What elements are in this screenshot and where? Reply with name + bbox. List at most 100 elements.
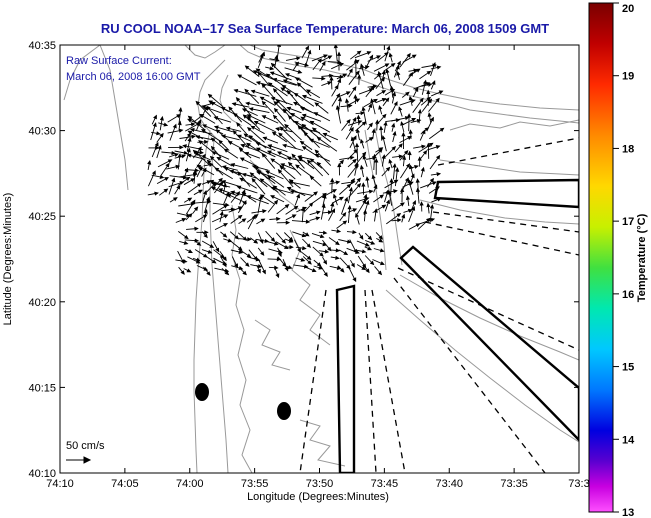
current-vector-head	[215, 129, 221, 134]
current-vector-head	[377, 70, 382, 76]
current-vector-head	[288, 180, 294, 185]
current-vector	[190, 128, 213, 135]
current-vector-head	[267, 144, 273, 149]
current-vector-head	[260, 251, 265, 256]
current-vector-head	[260, 218, 266, 223]
current-vector-head	[427, 112, 432, 117]
current-vector-head	[233, 88, 239, 94]
current-vector-head	[179, 145, 184, 150]
current-vector-head	[195, 259, 201, 264]
current-vector-head	[240, 143, 246, 148]
current-vector-head	[332, 193, 337, 199]
current-vector-head	[425, 217, 431, 223]
current-vector-head	[199, 113, 205, 119]
current-vector-head	[211, 259, 217, 264]
current-vector-head	[316, 161, 322, 167]
colorbar-tick-label: 18	[622, 143, 634, 155]
current-vector-head	[393, 189, 398, 194]
current-vector-head	[398, 154, 404, 159]
current-vector	[232, 130, 250, 149]
current-vector-head	[185, 176, 191, 181]
current-vector-head	[291, 214, 297, 219]
current-vector-head	[431, 80, 436, 85]
current-vector-head	[411, 118, 417, 122]
current-vector-head	[190, 178, 196, 183]
current-vector-head	[327, 55, 333, 60]
current-vector-head	[352, 158, 357, 164]
current-vector-head	[415, 178, 420, 183]
current-vector-head	[333, 45, 338, 49]
current-vector-head	[177, 152, 182, 158]
current-vector-head	[281, 84, 287, 90]
current-vector-head	[412, 200, 416, 205]
current-vector-head	[350, 178, 355, 183]
current-vector-head	[241, 192, 247, 197]
current-vector-head	[207, 249, 213, 254]
current-vector-head	[379, 125, 384, 131]
y-axis: 40:35 40:30 40:25 40:20 40:15 40:10	[28, 40, 579, 480]
y-tick-label: 40:10	[28, 468, 56, 480]
current-vector-head	[371, 174, 376, 180]
current-vector-head	[292, 101, 298, 106]
current-vector-head	[196, 182, 202, 188]
current-vector	[256, 142, 276, 152]
current-vector-head	[267, 82, 273, 87]
current-vector-head	[261, 100, 267, 106]
current-vector-head	[241, 172, 247, 177]
current-vector-head	[352, 135, 357, 141]
current-vector-head	[401, 131, 406, 137]
current-vector-head	[331, 208, 336, 214]
current-vector-head	[368, 136, 374, 142]
current-vector-head	[426, 142, 431, 147]
current-vector	[246, 102, 268, 108]
current-vector-head	[335, 240, 340, 246]
current-vector-head	[391, 91, 397, 97]
current-vector-head	[367, 235, 373, 241]
current-vector-head	[396, 212, 402, 218]
scale-label: 50 cm/s	[66, 440, 105, 452]
current-vector-head	[436, 172, 442, 177]
current-vector-head	[427, 98, 433, 104]
current-vector-head	[181, 218, 187, 222]
current-vector-head	[398, 143, 403, 148]
current-vector-head	[354, 142, 360, 148]
current-vector-head	[272, 88, 278, 93]
current-vector-head	[223, 214, 229, 219]
current-vector-head	[353, 94, 358, 99]
current-vector	[233, 113, 252, 126]
plot-area	[60, 45, 579, 473]
current-vector-head	[327, 210, 333, 215]
current-vector-head	[301, 94, 307, 99]
current-vector-head	[356, 177, 361, 183]
current-vector-head	[321, 61, 326, 66]
current-vector-head	[435, 186, 440, 191]
current-vector-head	[276, 257, 282, 262]
current-vector-head	[389, 85, 394, 91]
current-vector-head	[422, 79, 427, 85]
current-vector-head	[308, 202, 314, 207]
current-vector-head	[381, 154, 386, 159]
current-vector-head	[349, 126, 354, 132]
current-vector-head	[300, 116, 306, 121]
current-vector-head	[223, 148, 229, 153]
current-vector	[309, 139, 330, 148]
current-vector-head	[195, 100, 201, 106]
current-vector-head	[244, 151, 250, 156]
current-vector-head	[304, 232, 310, 237]
current-vector-head	[438, 90, 444, 95]
x-tick-label: 73:40	[435, 478, 463, 490]
current-vector-head	[262, 136, 268, 141]
current-vector-head	[180, 270, 185, 275]
current-vector-head	[395, 167, 400, 172]
current-vector-head	[379, 248, 385, 253]
current-vector	[295, 164, 313, 178]
current-vector	[278, 132, 297, 150]
current-vector-head	[307, 49, 312, 55]
current-vector-head	[417, 108, 422, 114]
current-vector-head	[242, 270, 247, 276]
current-vector-head	[298, 126, 304, 131]
current-vector-head	[370, 85, 375, 91]
current-vector-head	[419, 201, 424, 206]
current-vector-head	[261, 51, 266, 57]
current-vector-head	[238, 266, 244, 270]
